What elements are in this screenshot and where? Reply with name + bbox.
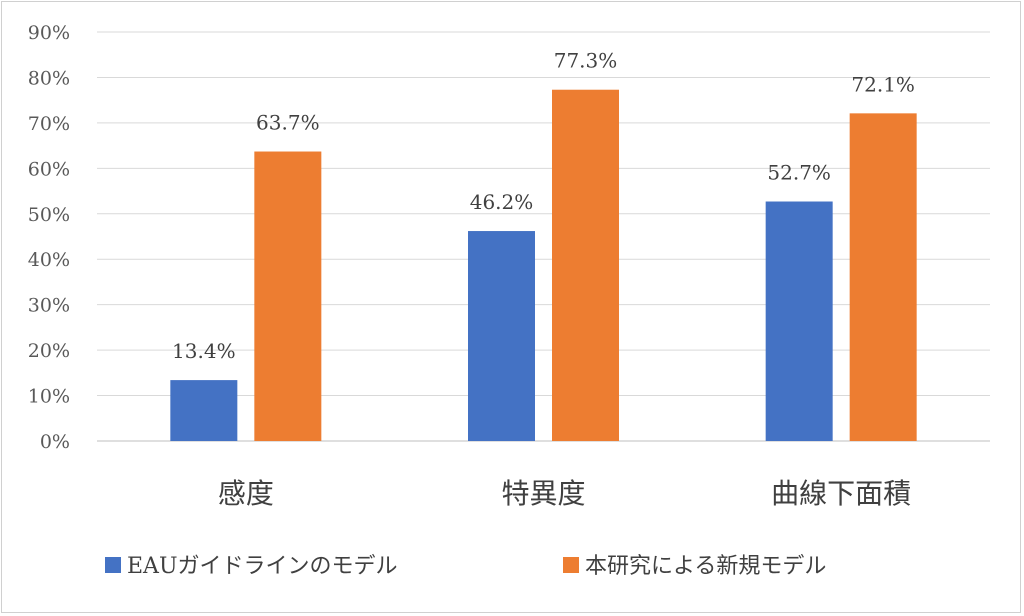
y-tick-label: 10%: [28, 386, 70, 408]
data-label: 77.3%: [554, 49, 618, 73]
bar-eau-1: [468, 231, 535, 441]
bar-new-1: [552, 89, 619, 441]
y-tick-label: 80%: [28, 67, 70, 89]
data-label: 72.1%: [851, 72, 915, 96]
y-tick-label: 60%: [28, 158, 70, 180]
y-tick-label: 50%: [28, 204, 70, 226]
bar-eau-2: [765, 201, 833, 441]
bar-new-0: [254, 151, 322, 441]
legend-swatch: [563, 557, 579, 573]
y-tick-label: 70%: [28, 113, 70, 135]
x-category-label: 特異度: [501, 477, 585, 510]
data-label: 46.2%: [470, 190, 534, 214]
legend-swatch: [105, 557, 121, 573]
bar-new-2: [849, 113, 917, 442]
legend-label: EAUガイドラインのモデル: [127, 554, 398, 579]
bar-eau-0: [170, 380, 238, 441]
data-label: 13.4%: [172, 339, 236, 363]
y-tick-label: 0%: [40, 431, 70, 453]
y-tick-label: 20%: [28, 340, 70, 362]
x-category-label: 感度: [218, 477, 274, 510]
y-tick-label: 40%: [28, 249, 70, 271]
legend-label: 本研究による新規モデル: [585, 554, 826, 579]
data-label: 63.7%: [256, 111, 320, 135]
y-tick-label: 30%: [28, 295, 70, 317]
y-tick-label: 90%: [28, 22, 70, 44]
data-label: 52.7%: [767, 161, 831, 185]
x-category-label: 曲線下面積: [771, 477, 911, 510]
